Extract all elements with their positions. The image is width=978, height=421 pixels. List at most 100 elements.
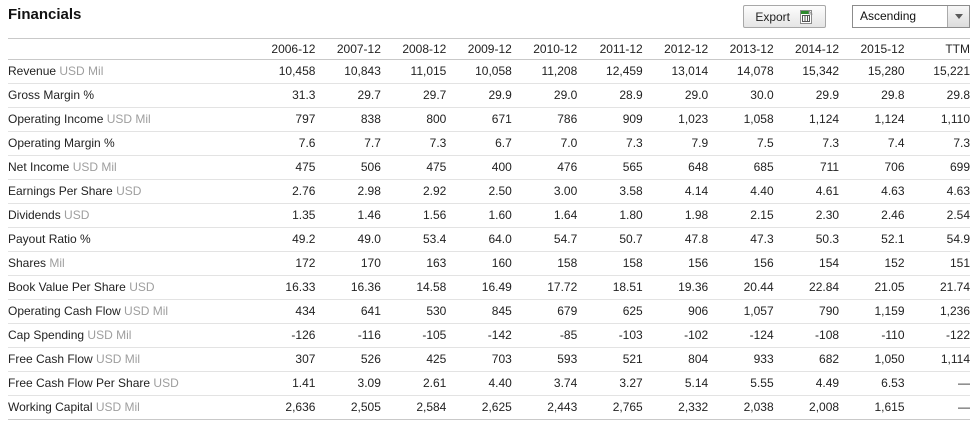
cell-value: 4.49	[773, 371, 840, 396]
cell-value: 1.64	[511, 203, 578, 228]
cell-value: 49.2	[250, 227, 316, 252]
column-header-2007-12: 2007-12	[315, 38, 381, 60]
cell-value: 703	[446, 347, 512, 372]
cell-value: 16.36	[315, 275, 381, 300]
cell-value: 4.40	[446, 371, 512, 396]
cell-value: 20.44	[708, 275, 774, 300]
cell-value: -142	[446, 323, 512, 348]
cell-value: 3.00	[511, 179, 578, 204]
cell-value: 2,584	[380, 395, 447, 420]
row-label: Free Cash Flow Per Share	[8, 376, 151, 390]
row-label-cell: Book Value Per Share USD	[8, 275, 250, 300]
cell-value: —	[904, 395, 970, 420]
row-unit: USD Mil	[103, 112, 151, 126]
cell-value: 1.98	[642, 203, 709, 228]
cell-value: 1.35	[250, 203, 316, 228]
row-label: Revenue	[8, 64, 57, 78]
cell-value: 10,843	[315, 59, 381, 84]
row-unit: USD Mil	[120, 304, 169, 318]
cell-value: 19.36	[642, 275, 709, 300]
cell-value: 16.49	[446, 275, 512, 300]
row-label-cell: Net Income USD Mil	[8, 155, 250, 180]
cell-value: 29.9	[773, 83, 840, 108]
table-row: Operating Margin % 7.6 7.7 7.3 6.7 7.0 7.3 7.9 7…	[8, 131, 970, 156]
cell-value: 706	[839, 155, 905, 180]
cell-value: 7.3	[773, 131, 840, 156]
cell-value: 54.9	[904, 227, 970, 252]
cell-value: 699	[904, 155, 970, 180]
row-label-cell: Working Capital USD Mil	[8, 395, 250, 420]
table-row: Shares Mil 172 170 163 160 158 158 156 156 154 152…	[8, 251, 970, 276]
cell-value: 1,057	[708, 299, 774, 324]
cell-value: 7.0	[511, 131, 578, 156]
cell-value: 475	[250, 155, 316, 180]
cell-value: 4.63	[839, 179, 905, 204]
cell-value: 64.0	[446, 227, 512, 252]
cell-value: 1.80	[577, 203, 643, 228]
cell-value: 790	[773, 299, 840, 324]
cell-value: 52.1	[839, 227, 905, 252]
cell-value: 12,459	[577, 59, 643, 84]
cell-value: 1.60	[446, 203, 512, 228]
cell-value: 530	[380, 299, 447, 324]
cell-value: 3.27	[577, 371, 643, 396]
cell-value: 2,765	[577, 395, 643, 420]
cell-value: 909	[577, 107, 643, 132]
table-row: Free Cash Flow Per Share USD 1.41 3.09 2.61…	[8, 371, 970, 396]
export-button[interactable]: Export	[743, 5, 826, 28]
cell-value: 2.92	[380, 179, 447, 204]
page-title: Financials	[8, 6, 82, 23]
cell-value: 2,038	[708, 395, 774, 420]
cell-value: —	[904, 371, 970, 396]
row-unit: USD	[125, 280, 155, 294]
cell-value: 5.55	[708, 371, 774, 396]
cell-value: 2,332	[642, 395, 709, 420]
cell-value: -110	[839, 323, 905, 348]
cell-value: 7.6	[250, 131, 316, 156]
financials-table: 2006-12 2007-12 2008-12 2009-12 2010-12 2011-…	[8, 38, 970, 420]
row-label-cell: Shares Mil	[8, 251, 250, 276]
triangle-glyph	[954, 14, 963, 19]
cell-value: 475	[380, 155, 447, 180]
row-unit: USD Mil	[56, 64, 104, 78]
table-row: Net Income USD Mil 475 506 475 400 476 565 648 6…	[8, 155, 970, 180]
cell-value: 21.05	[839, 275, 905, 300]
cell-value: 10,458	[250, 59, 316, 84]
row-label-cell: Free Cash Flow USD Mil	[8, 347, 250, 372]
row-label: Operating Cash Flow	[8, 304, 121, 318]
table-row: Earnings Per Share USD 2.76 2.98 2.92 2.50 3.…	[8, 179, 970, 204]
table-row: Operating Income USD Mil 797 838 800 671 786 9…	[8, 107, 970, 132]
cell-value: 172	[250, 251, 316, 276]
column-header-2008-12: 2008-12	[380, 38, 447, 60]
column-header-2014-12: 2014-12	[773, 38, 840, 60]
cell-value: 800	[380, 107, 447, 132]
row-unit: USD	[60, 208, 90, 222]
cell-value: 506	[315, 155, 381, 180]
row-label: Operating Margin %	[8, 136, 115, 150]
table-row: Cap Spending USD Mil -126 -116 -105 -142 -85-…	[8, 323, 970, 348]
cell-value: 54.7	[511, 227, 578, 252]
cell-value: 786	[511, 107, 578, 132]
cell-value: 2.98	[315, 179, 381, 204]
cell-value: 682	[773, 347, 840, 372]
cell-value: 29.0	[511, 83, 578, 108]
cell-value: 170	[315, 251, 381, 276]
row-label-cell: Operating Margin %	[8, 131, 250, 156]
cell-value: 2.46	[839, 203, 905, 228]
row-label: Operating Income	[8, 112, 104, 126]
cell-value: 711	[773, 155, 840, 180]
table-row: Payout Ratio % 49.2 49.0 53.4 64.0 54.7 50.7 47…	[8, 227, 970, 252]
cell-value: 1,050	[839, 347, 905, 372]
chevron-down-icon[interactable]	[947, 6, 969, 27]
cell-value: 7.4	[839, 131, 905, 156]
table-row: Book Value Per Share USD 16.33 16.36 14.58 1…	[8, 275, 970, 300]
row-label-cell: Free Cash Flow Per Share USD	[8, 371, 250, 396]
sort-order-select[interactable]: Ascending	[852, 5, 970, 28]
cell-value: 1,124	[773, 107, 840, 132]
cell-value: 18.51	[577, 275, 643, 300]
export-button-label: Export	[755, 9, 790, 24]
column-header-ttm: TTM	[904, 38, 970, 60]
row-label-cell: Gross Margin %	[8, 83, 250, 108]
spreadsheet-icon	[799, 9, 814, 25]
cell-value: 50.3	[773, 227, 840, 252]
